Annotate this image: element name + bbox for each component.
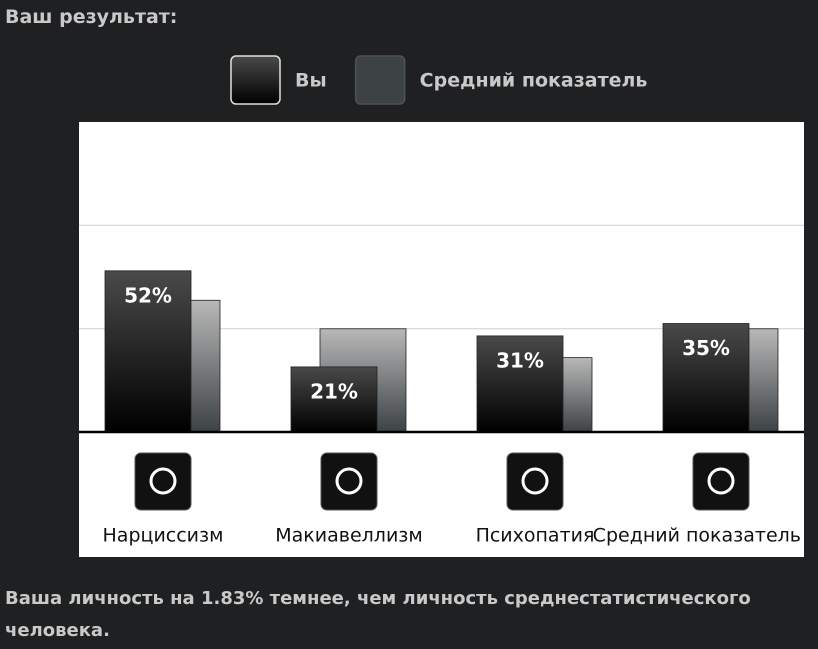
bar	[104, 270, 192, 433]
legend-label: Средний показатель	[420, 70, 648, 92]
bar	[662, 323, 750, 433]
legend-swatch	[354, 55, 406, 105]
category-icon	[134, 452, 192, 511]
value-label: 52%	[124, 283, 172, 307]
legend-label: Вы	[295, 70, 327, 92]
legend-swatch	[230, 55, 281, 105]
icon-glyph	[521, 467, 549, 495]
x-tick-label: Нарциссизм	[103, 525, 224, 547]
bar	[290, 366, 378, 433]
category-icon	[692, 452, 750, 511]
chart-title: Ваш результат:	[5, 6, 178, 28]
x-tick-label: Психопатия	[476, 525, 595, 547]
category-icon	[506, 452, 564, 511]
value-label: 21%	[310, 379, 358, 403]
category-icon	[320, 452, 378, 511]
x-tick-label: Макиавеллизм	[275, 525, 422, 547]
summary-text: Ваша личность на 1.83% темнее, чем лично…	[5, 588, 751, 641]
value-label: 35%	[682, 336, 730, 360]
icon-glyph	[335, 467, 363, 495]
x-tick-label: Средний показатель	[593, 525, 801, 547]
icon-glyph	[149, 467, 177, 495]
chart: Вы Средний показатель 52% Нарциссизм 21% Маки…	[79, 55, 804, 557]
icon-glyph	[707, 467, 735, 495]
value-label: 31%	[496, 348, 544, 372]
bar	[476, 335, 564, 433]
